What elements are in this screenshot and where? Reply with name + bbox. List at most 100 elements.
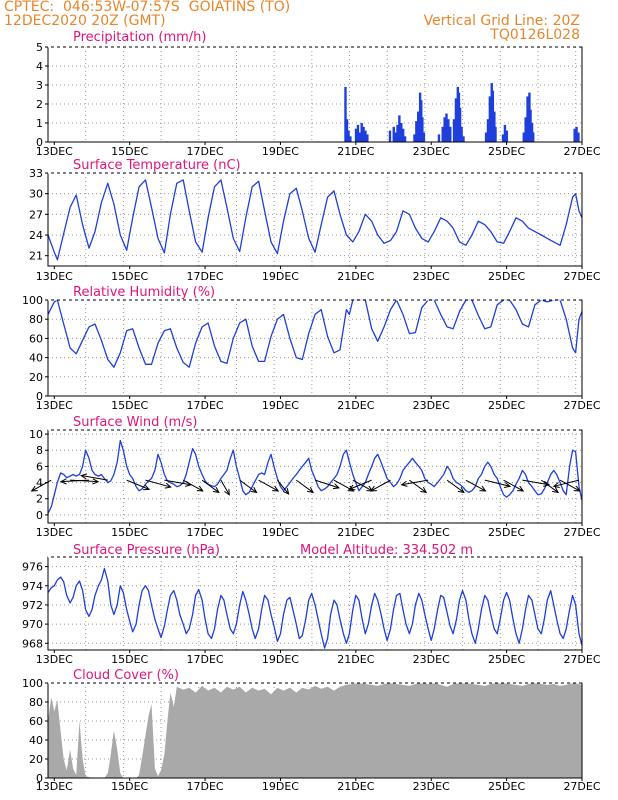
precip-bar bbox=[437, 134, 441, 142]
x-tick-label: 15DEC bbox=[111, 270, 148, 283]
wind-arrow bbox=[559, 479, 581, 492]
precip-bar bbox=[394, 132, 397, 142]
x-tick-label: 23DEC bbox=[413, 780, 450, 793]
y-tick-label: 8 bbox=[36, 444, 43, 457]
y-tick-label: 33 bbox=[29, 167, 43, 180]
y-tick-label: 24 bbox=[29, 229, 43, 242]
x-tick-label: 27DEC bbox=[563, 780, 600, 793]
precip-bar bbox=[503, 124, 507, 142]
x-tick-label: 13DEC bbox=[36, 653, 73, 666]
precip-bar bbox=[484, 132, 488, 142]
x-tick-label: 17DEC bbox=[187, 145, 224, 158]
y-tick-label: 20 bbox=[29, 753, 43, 766]
y-tick-label: 972 bbox=[22, 599, 43, 612]
precip-bar bbox=[575, 126, 578, 142]
x-tick-label: 19DEC bbox=[262, 145, 299, 158]
y-tick-label: 3 bbox=[36, 79, 43, 92]
precip-bar bbox=[445, 113, 448, 142]
precip-bar bbox=[400, 123, 403, 142]
y-tick-label: 0 bbox=[36, 136, 43, 149]
panel-3: 0 20 40 60 80 100 13DEC 15DEC 17DEC 19DEC 21DEC 23D… bbox=[22, 285, 601, 412]
cloud-cover-area bbox=[48, 683, 582, 778]
y-tick-label: 974 bbox=[22, 580, 43, 593]
panel-6: 0 20 40 60 80 100 13DEC 15DEC 17DEC 19DEC 21DEC 23D… bbox=[22, 668, 601, 793]
x-tick-label: 23DEC bbox=[413, 653, 450, 666]
x-tick-label: 17DEC bbox=[187, 270, 224, 283]
precip-bar bbox=[345, 119, 349, 142]
precip-bar bbox=[415, 121, 418, 142]
y-tick-label: 60 bbox=[29, 715, 43, 728]
series-line bbox=[47, 439, 583, 514]
panel-title: Precipitation (mm/h) bbox=[73, 30, 206, 45]
wind-arrow bbox=[348, 479, 372, 491]
x-tick-label: 19DEC bbox=[262, 270, 299, 283]
precip-bar bbox=[398, 115, 401, 142]
wind-arrow bbox=[258, 479, 280, 492]
y-tick-label: 80 bbox=[29, 696, 43, 709]
x-tick-label: 21DEC bbox=[337, 145, 374, 158]
x-tick-label: 17DEC bbox=[187, 526, 224, 539]
header-datetime: 12DEC2020 20Z (GMT) bbox=[4, 13, 166, 29]
x-tick-label: 25DEC bbox=[488, 145, 525, 158]
precip-bar bbox=[447, 119, 450, 142]
y-tick-label: 2 bbox=[36, 98, 43, 111]
precip-bar bbox=[577, 132, 580, 142]
x-tick-label: 25DEC bbox=[488, 270, 525, 283]
y-tick-label: 40 bbox=[29, 352, 43, 365]
x-tick-label: 13DEC bbox=[36, 145, 73, 158]
wind-arrow bbox=[182, 479, 204, 492]
x-tick-label: 25DEC bbox=[488, 653, 525, 666]
y-tick-label: 4 bbox=[36, 60, 43, 73]
y-tick-label: 60 bbox=[29, 332, 43, 345]
precip-bar bbox=[349, 136, 352, 142]
header-grid-note: Vertical Grid Line: 20Z bbox=[423, 13, 580, 29]
precip-bar bbox=[524, 117, 527, 142]
precip-bar bbox=[417, 111, 420, 142]
x-tick-label: 27DEC bbox=[563, 145, 600, 158]
panel-title: Cloud Cover (%) bbox=[73, 668, 179, 683]
precip-bar bbox=[388, 130, 392, 142]
y-tick-label: 2 bbox=[36, 493, 43, 506]
precip-bar bbox=[360, 123, 363, 142]
x-tick-label: 15DEC bbox=[111, 526, 148, 539]
x-tick-label: 19DEC bbox=[262, 526, 299, 539]
y-tick-label: 30 bbox=[29, 188, 43, 201]
precip-bar bbox=[462, 136, 465, 142]
wind-arrow bbox=[59, 478, 90, 485]
wind-arrow bbox=[126, 479, 151, 491]
precip-bar bbox=[354, 128, 358, 142]
wind-arrow bbox=[540, 479, 560, 494]
x-tick-label: 25DEC bbox=[488, 526, 525, 539]
precip-bar bbox=[356, 124, 360, 142]
y-tick-label: 40 bbox=[29, 734, 43, 747]
precip-bar bbox=[362, 126, 365, 142]
y-tick-label: 100 bbox=[22, 677, 43, 690]
wind-arrow bbox=[277, 479, 290, 495]
precip-bar bbox=[488, 96, 492, 142]
precip-bar bbox=[392, 126, 395, 142]
y-tick-label: 20 bbox=[29, 371, 43, 384]
x-tick-label: 25DEC bbox=[488, 399, 525, 412]
precip-bar bbox=[531, 132, 535, 142]
x-tick-label: 17DEC bbox=[187, 399, 224, 412]
precip-bar bbox=[486, 119, 490, 142]
x-tick-label: 21DEC bbox=[337, 780, 374, 793]
wind-arrow bbox=[465, 479, 487, 492]
x-tick-label: 13DEC bbox=[36, 526, 73, 539]
x-tick-label: 27DEC bbox=[563, 653, 600, 666]
wind-arrow bbox=[145, 479, 172, 489]
panel-title: Surface Temperature (nC) bbox=[73, 158, 241, 173]
panel-2: 21 24 27 30 33 13DEC 15DEC 17DEC 19DEC 21DEC 23DEC… bbox=[29, 158, 601, 283]
x-tick-label: 23DEC bbox=[413, 270, 450, 283]
x-tick-label: 21DEC bbox=[337, 526, 374, 539]
precip-bar bbox=[403, 136, 407, 142]
precip-bar bbox=[529, 109, 532, 142]
y-tick-label: 1 bbox=[36, 117, 43, 130]
precip-bar bbox=[505, 130, 509, 142]
wind-arrow bbox=[522, 479, 551, 487]
y-tick-label: 27 bbox=[29, 208, 43, 221]
wind-arrow bbox=[552, 479, 580, 489]
x-tick-label: 13DEC bbox=[36, 780, 73, 793]
x-tick-label: 17DEC bbox=[187, 780, 224, 793]
